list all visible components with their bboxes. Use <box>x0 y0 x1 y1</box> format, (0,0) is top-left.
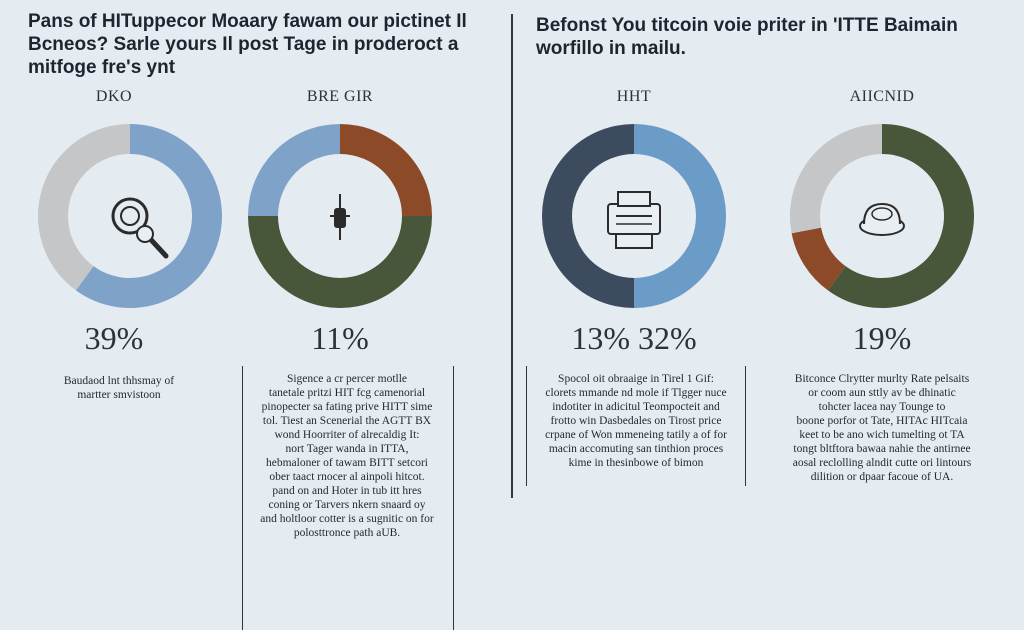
description-frame <box>242 366 454 630</box>
description-line: dilition or dpaar facoue of UA. <box>810 471 954 483</box>
description-line: tanetale pritzi HIT fcg camenorial <box>268 387 426 399</box>
description-line: aosal reclolling alndit cutte ori lintou… <box>792 457 972 469</box>
donut-chart-dko <box>38 124 222 308</box>
description-line: pinopecter sa fating prive HITT sime <box>261 401 433 413</box>
chart-value-label: 13% 32% <box>571 320 697 356</box>
description-line: frotto win Dasbedales on Tirost price <box>550 415 722 427</box>
description-line: Baudaod lnt thhsmay of <box>63 375 175 387</box>
donut-slice-1 <box>634 124 727 308</box>
description-line: keet to be ano wich tumelting ot TA <box>799 429 965 441</box>
donut-chart-aiicnid <box>790 124 974 308</box>
description-line: Spocol oit obraaige in Tirel 1 Gif: <box>558 373 714 385</box>
description-line: and holtloor cotter is a sugnitic on for <box>260 513 434 525</box>
right-title: Befonst You titcoin voie priter in 'ITTE… <box>536 15 958 59</box>
donut-slice-1 <box>827 124 974 308</box>
donut-slice-1 <box>75 124 222 308</box>
description-line: coning or Tarvers nkern snaard oy <box>268 499 426 511</box>
description-line: boone porfor ot Tate, HITAc HITcaia <box>796 415 968 427</box>
section-divider <box>511 14 513 498</box>
ink-pen-icon <box>330 194 350 240</box>
donut-slice-2 <box>38 124 130 291</box>
donut-slice-2 <box>541 124 634 308</box>
chart-panel-bre-gir: BRE GIR 11% Sigence a cr percer motlle ta… <box>210 82 470 630</box>
description-line: clorets mmande nd mole if Tlgger nuce <box>545 387 727 399</box>
description-line: polosttronce path aUB. <box>293 527 401 539</box>
chart-title: BRE GIR <box>306 88 374 105</box>
coin-icon <box>859 202 905 236</box>
chart-description: Bitconce Clrytter murlty Rate pelsaits or… <box>762 372 1002 484</box>
chart-description: Sigence a cr percer motlle tanetale pritz… <box>240 372 454 540</box>
magnifier-icon <box>111 197 169 259</box>
description-line: hebmaloner of tawam BITT setcori <box>265 457 428 469</box>
description-line: pand on and Hoter in tub itt hres <box>272 485 422 497</box>
chart-panel-hht: HHT 13% 32% Spocol oit obraaige in Tirel… <box>504 82 764 572</box>
left-title: Pans of HITuppecor Moaary fawam our pict… <box>28 11 467 78</box>
chart-value-label: 39% <box>84 320 144 356</box>
description-line: ober taact rnocer al ainpoli hitcot. <box>269 471 425 483</box>
donut-slice-3 <box>790 124 882 234</box>
description-line: tongt bltftora bawaa nahie the antirnee <box>793 443 971 455</box>
chart-description: Baudaod lnt thhsmay of martter smvistoon <box>0 374 244 402</box>
description-frame <box>526 366 746 486</box>
chart-title: HHT <box>616 88 652 105</box>
description-line: martter smvistoon <box>77 389 161 401</box>
donut-slice-2 <box>248 216 432 309</box>
description-line: Bitconce Clrytter murlty Rate pelsaits <box>794 373 970 385</box>
description-line: kime in thesinbowe of bimon <box>568 457 704 469</box>
printer-icon <box>607 191 661 249</box>
donut-chart-hht <box>541 124 727 308</box>
description-line: Sigence a cr percer motlle <box>286 373 408 385</box>
chart-description: Spocol oit obraaige in Tirel 1 Gif: clore… <box>528 372 744 470</box>
chart-panel-dko: DKO 39% Baudaod lnt thhsmay of martter sm… <box>0 82 244 572</box>
donut-chart-bre-gir <box>248 124 432 309</box>
donut-slice-3 <box>248 124 340 216</box>
chart-value-label: 19% <box>852 320 912 356</box>
chart-value-label: 11% <box>311 320 369 356</box>
description-line: nort Tager wanda in ITTA, <box>285 443 409 455</box>
chart-title: DKO <box>95 88 133 105</box>
description-line: crpane of Won mmeneing tatily a of for <box>545 429 727 441</box>
description-line: indotiter in adicitul Teompocteit and <box>552 401 720 413</box>
donut-slice-1 <box>340 124 432 216</box>
description-line: tol. Tiest an Scenerial the AGTT BX <box>262 415 432 427</box>
description-line: macin accomuting san tinthion proces <box>548 443 724 455</box>
description-line: wond Hoorriter of alrecaldig It: <box>274 429 420 441</box>
donut-slice-2 <box>791 227 846 291</box>
chart-title: AIICNID <box>849 88 915 105</box>
description-line: tohcter lacea nay Tounge to <box>818 401 946 413</box>
chart-panel-aiicnid: AIICNID 19% Bitconce Clrytter murlty Rat… <box>752 82 1012 572</box>
description-line: or coom aun sttly av be dhinatic <box>808 387 956 399</box>
